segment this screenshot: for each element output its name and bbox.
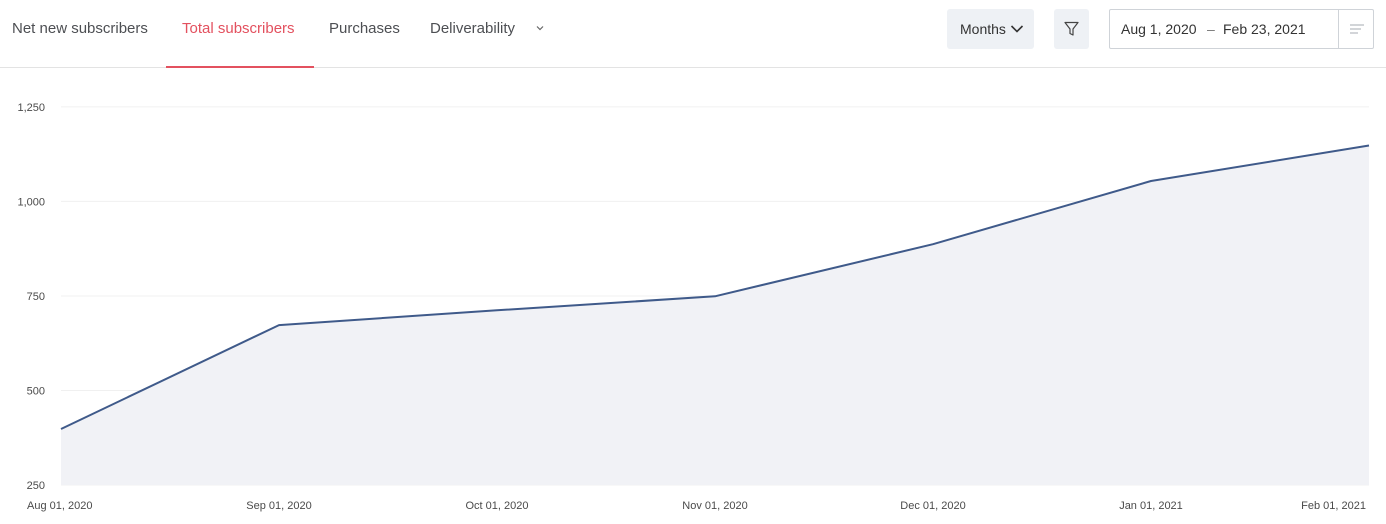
menu-lines-icon[interactable] [1349,23,1365,35]
y-axis: 250 500 750 1,000 1,250 [17,102,45,492]
chevron-down-icon[interactable] [534,22,546,34]
date-range-picker[interactable]: Aug 1, 2020 – Feb 23, 2021 [1109,9,1374,49]
report-toolbar: Net new subscribers Total subscribers Pu… [0,0,1386,68]
tab-net-new-subscribers[interactable]: Net new subscribers [12,20,148,37]
x-tick-label: Aug 01, 2020 [27,500,92,512]
x-tick-label: Feb 01, 2021 [1301,500,1366,512]
y-tick-label: 750 [27,291,45,303]
series-line [60,144,1370,430]
series-area [61,145,1369,485]
filter-button[interactable] [1054,9,1089,49]
date-separator: – [1207,21,1215,37]
date-box-divider [1338,10,1339,48]
x-tick-label: Dec 01, 2020 [900,500,965,512]
y-tick-label: 1,250 [17,102,45,114]
date-from: Aug 1, 2020 [1121,21,1197,37]
granularity-label: Months [960,21,1006,37]
x-tick-label: Sep 01, 2020 [246,500,311,512]
x-tick-label: Jan 01, 2021 [1119,500,1183,512]
tab-total-subscribers[interactable]: Total subscribers [182,20,295,37]
tab-deliverability[interactable]: Deliverability [430,20,516,37]
y-tick-label: 250 [27,480,45,492]
x-axis: Aug 01, 2020 Sep 01, 2020 Oct 01, 2020 Nov … [27,500,1366,512]
filter-icon [1064,21,1079,36]
chevron-down-icon [1010,25,1024,33]
y-tick-label: 1,000 [17,196,45,208]
total-subscribers-chart: 250 500 750 1,000 1,250 Aug 01, 2020 Sep 01, … [17,102,1370,512]
active-tab-indicator [166,66,314,68]
y-tick-label: 500 [27,385,45,397]
granularity-dropdown[interactable]: Months [947,9,1034,49]
x-tick-label: Oct 01, 2020 [466,500,529,512]
tab-purchases[interactable]: Purchases [329,20,400,37]
date-to: Feb 23, 2021 [1223,21,1306,37]
x-tick-label: Nov 01, 2020 [682,500,747,512]
